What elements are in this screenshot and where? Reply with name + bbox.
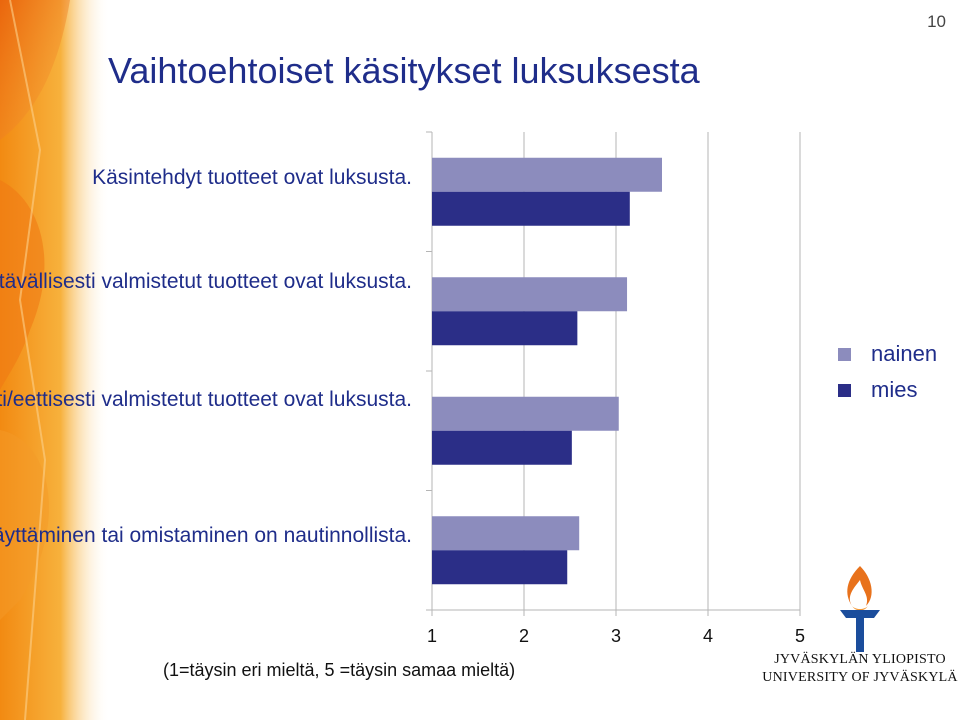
chart-legend: nainen mies bbox=[838, 336, 937, 408]
logo-text-en: UNIVERSITY OF JYVÄSKYLÄ bbox=[762, 670, 958, 685]
x-tick-label-5: 5 bbox=[795, 626, 805, 646]
bar-mies-2 bbox=[432, 430, 572, 465]
bar-nainen-0 bbox=[432, 157, 662, 192]
category-label-eco: Erityisen ympäristöystävällisesti valmis… bbox=[0, 270, 412, 293]
x-tick-label-3: 3 bbox=[611, 626, 621, 646]
legend-item-nainen: nainen bbox=[838, 336, 937, 372]
bar-nainen-3 bbox=[432, 516, 580, 551]
legend-swatch-nainen bbox=[838, 347, 851, 361]
page-number: 10 bbox=[927, 12, 946, 31]
slide-title: Vaihtoehtoiset käsitykset luksuksesta bbox=[108, 50, 700, 91]
scale-note: (1=täysin eri mieltä, 5 =täysin samaa mi… bbox=[163, 660, 516, 680]
x-tick-label-1: 1 bbox=[427, 626, 437, 646]
autumn-leaf-background bbox=[0, 0, 110, 720]
legend-swatch-mies bbox=[838, 383, 851, 397]
legend-item-mies: mies bbox=[838, 372, 937, 408]
university-logo: JYVÄSKYLÄN YLIOPISTO UNIVERSITY OF JYVÄS… bbox=[760, 560, 960, 720]
category-label-handmade: Käsintehdyt tuotteet ovat luksusta. bbox=[92, 166, 412, 189]
category-label-enjoyable: Luksustuotteen käyttäminen tai omistamin… bbox=[0, 524, 412, 547]
legend-label-mies: mies bbox=[871, 377, 918, 402]
bar-mies-0 bbox=[432, 191, 630, 226]
category-label-ethical: Erityisen reilusti/eettisesti valmistetu… bbox=[0, 388, 412, 411]
bar-mies-1 bbox=[432, 311, 578, 346]
x-tick-label-4: 4 bbox=[703, 626, 713, 646]
bar-mies-3 bbox=[432, 550, 568, 585]
logo-text-fi: JYVÄSKYLÄN YLIOPISTO bbox=[774, 652, 946, 667]
legend-label-nainen: nainen bbox=[871, 341, 938, 366]
x-tick-label-2: 2 bbox=[519, 626, 529, 646]
bar-nainen-2 bbox=[432, 396, 619, 431]
torch-icon bbox=[840, 566, 880, 652]
bar-nainen-1 bbox=[432, 277, 628, 312]
